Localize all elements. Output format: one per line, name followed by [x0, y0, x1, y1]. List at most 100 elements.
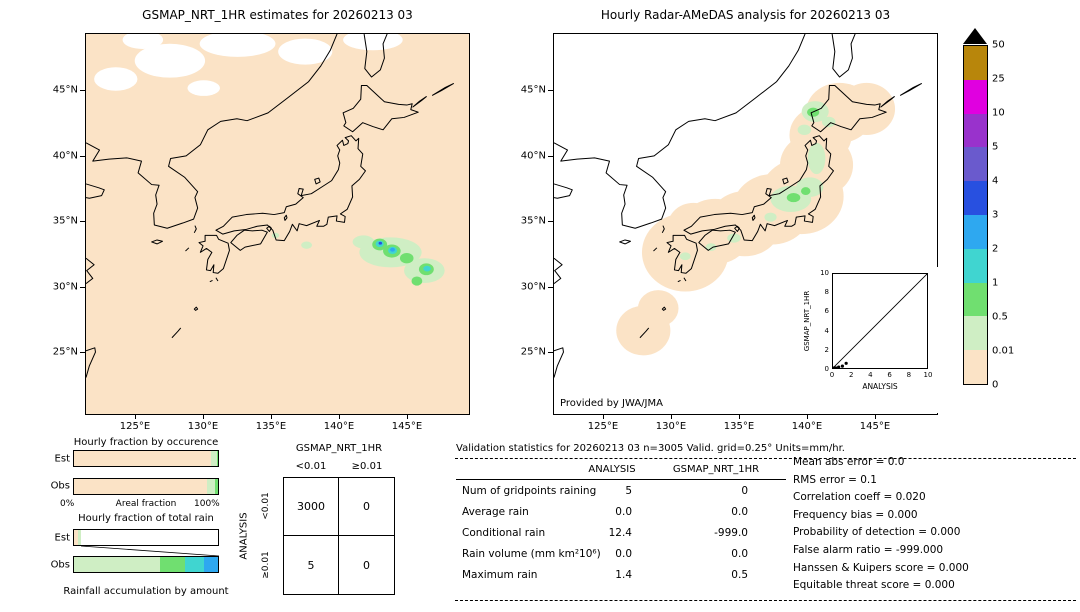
- stat-gsmap-value: 0.0: [731, 548, 748, 560]
- lon-tick-mark: [407, 415, 408, 419]
- rain-patch: [271, 232, 280, 239]
- stat-analysis-value: 12.4: [608, 527, 632, 539]
- inset-y-tick-label: 0: [824, 365, 829, 373]
- bar-segment: [74, 478, 208, 494]
- analysis-column-header: ANALYSIS: [588, 464, 636, 475]
- coastline: [266, 225, 272, 232]
- rain-patch: [352, 235, 375, 249]
- bar-segment: [78, 530, 82, 545]
- lon-tick-mark: [203, 415, 204, 419]
- score-line: Equitable threat score = 0.000: [793, 579, 955, 592]
- lon-tick-label: 130°E: [655, 421, 687, 432]
- coastline: [653, 247, 658, 252]
- coastline: [880, 96, 895, 108]
- colorbar-segment: [964, 147, 987, 182]
- contingency-cell-hits-none: 3000: [284, 478, 339, 536]
- colorbar-tick-label: 5: [992, 141, 999, 153]
- total-rain-caption: Rainfall accumulation by amount: [63, 586, 229, 597]
- header-underline: [456, 479, 786, 480]
- inset-axes: [832, 273, 928, 369]
- colorbar-tick-label: 3: [992, 209, 999, 221]
- bar-segment: [74, 557, 161, 572]
- inset-y-tick-label: 10: [820, 269, 829, 277]
- rain-patch: [301, 241, 313, 249]
- lat-tick-label: 45°N: [52, 84, 78, 96]
- score-line: Frequency bias = 0.000: [793, 508, 918, 521]
- radar-coverage-patch: [667, 202, 720, 250]
- inset-y-tick-label: 8: [824, 288, 829, 297]
- inset-x-tick-label: 2: [848, 371, 854, 379]
- stat-analysis-value: 0.0: [615, 548, 632, 560]
- rain-patch: [821, 116, 836, 128]
- colorbar-tick-label: 25: [992, 73, 1005, 85]
- coastline: [666, 234, 698, 274]
- radar-coverage-patch: [838, 82, 896, 136]
- lon-tick-mark: [875, 415, 876, 419]
- no-data-patch: [278, 38, 333, 65]
- occurrence-chart-title: Hourly fraction by occurence: [73, 437, 219, 448]
- no-data-patch: [187, 80, 220, 96]
- identity-line: [833, 274, 927, 368]
- coastline: [86, 257, 95, 285]
- coastline: [185, 247, 190, 252]
- coastline: [193, 225, 197, 234]
- coastline: [198, 234, 230, 274]
- colorbar-tick-label: 4: [992, 175, 999, 187]
- colorbar-segment: [964, 282, 987, 317]
- contingency-row-label-lt: <0.01: [261, 492, 271, 520]
- colorbar-segment: [964, 214, 987, 249]
- obs-row-label: Obs: [50, 480, 70, 492]
- est-row-label: Est: [54, 532, 70, 543]
- lon-tick-label: 145°E: [859, 421, 891, 432]
- score-line: Probability of detection = 0.000: [793, 526, 961, 539]
- inset-y-tick-label: 2: [824, 345, 829, 354]
- contingency-cell-hits: 0: [363, 558, 370, 572]
- coastline: [86, 34, 338, 229]
- no-data-patch: [122, 34, 164, 49]
- inset-y-axis-label: GSMAP_NRT_1HR: [803, 290, 811, 352]
- lon-tick-label: 140°E: [323, 421, 355, 432]
- lon-tick-mark: [135, 415, 136, 419]
- colorbar-segment: [964, 248, 987, 283]
- rain-patch: [786, 193, 801, 203]
- coastline: [639, 327, 650, 339]
- lat-tick-mark: [80, 221, 85, 222]
- coastline: [751, 214, 756, 221]
- coastline: [683, 135, 834, 242]
- bar-segment: [207, 478, 216, 494]
- total-rain-obs-bar: [73, 556, 219, 573]
- stat-gsmap-value: -999.0: [714, 527, 748, 539]
- stat-row-label: Maximum rain: [462, 569, 538, 581]
- stat-gsmap-value: 0: [741, 485, 748, 497]
- colorbar-segment: [964, 316, 987, 351]
- bar-segment: [203, 557, 218, 572]
- data-credit: Provided by JWA/JMA: [560, 398, 663, 409]
- colorbar-segment: [964, 79, 987, 114]
- occurrence-obs-bar: [73, 477, 219, 495]
- right-map-title: Hourly Radar-AMeDAS analysis for 2026021…: [600, 8, 891, 22]
- inset-x-tick-label: 10: [923, 371, 933, 379]
- coastline: [151, 239, 163, 245]
- lon-tick-label: 130°E: [187, 421, 219, 432]
- radar-coverage-patch: [637, 290, 679, 327]
- lon-tick-mark: [671, 415, 672, 419]
- lat-tick-mark: [80, 352, 85, 353]
- lon-tick-label: 135°E: [255, 421, 287, 432]
- stat-row-label: Average rain: [462, 506, 529, 518]
- occurrence-est-bar: [73, 450, 219, 467]
- lon-tick-mark: [339, 415, 340, 419]
- rain-patch: [705, 243, 717, 252]
- rain-patch: [807, 142, 826, 175]
- coastline: [554, 183, 573, 199]
- lon-tick-label: 145°E: [391, 421, 423, 432]
- divider-dashed-bottom: [455, 600, 1076, 601]
- coastline: [215, 135, 366, 242]
- colorbar: [963, 45, 988, 385]
- rain-patch: [800, 187, 811, 195]
- coastline: [342, 85, 419, 133]
- coastline: [698, 229, 736, 251]
- coastline: [193, 306, 199, 311]
- rain-patch: [797, 124, 812, 136]
- lat-tick-label: 35°N: [52, 215, 78, 227]
- bar-segment: [160, 557, 185, 572]
